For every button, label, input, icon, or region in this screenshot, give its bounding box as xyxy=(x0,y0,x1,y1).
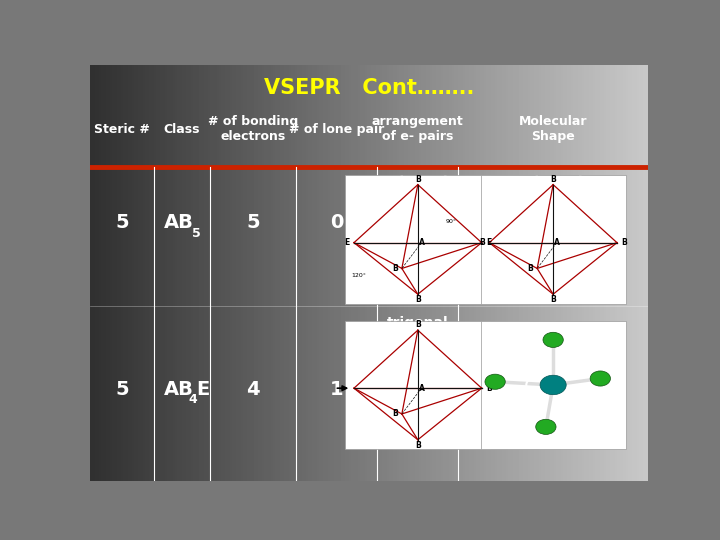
Text: B: B xyxy=(528,264,534,273)
Text: AB: AB xyxy=(164,213,194,232)
Text: 5: 5 xyxy=(192,227,200,240)
Text: B: B xyxy=(550,175,556,184)
Text: AB: AB xyxy=(163,380,194,399)
Circle shape xyxy=(543,332,563,347)
Text: B: B xyxy=(621,238,627,247)
Text: B: B xyxy=(480,238,485,247)
Text: B: B xyxy=(415,320,420,329)
Text: Molecular
Shape: Molecular Shape xyxy=(519,115,588,143)
Text: trigonal
bipyramidal: trigonal bipyramidal xyxy=(372,175,464,205)
Text: B: B xyxy=(392,409,398,418)
Circle shape xyxy=(536,419,556,434)
Text: 4: 4 xyxy=(189,393,197,406)
Text: VSEPR   Cont……..: VSEPR Cont…….. xyxy=(264,78,474,98)
Text: trigonal
bipyramidal: trigonal bipyramidal xyxy=(507,175,600,205)
Text: E: E xyxy=(344,238,349,247)
Text: # of bonding
electrons: # of bonding electrons xyxy=(208,115,298,143)
Circle shape xyxy=(485,374,505,389)
Bar xyxy=(481,321,626,449)
Text: 120°: 120° xyxy=(351,273,366,278)
Text: 5: 5 xyxy=(115,380,129,399)
Text: 5: 5 xyxy=(246,213,260,232)
Text: # of lone pair: # of lone pair xyxy=(289,123,384,136)
Text: Steric #: Steric # xyxy=(94,123,150,136)
Text: See- saw: See- saw xyxy=(515,331,592,346)
Text: 4: 4 xyxy=(246,380,260,399)
Text: B: B xyxy=(392,264,398,273)
Text: B: B xyxy=(415,175,420,184)
Text: Class: Class xyxy=(164,123,200,136)
Text: E: E xyxy=(197,380,210,399)
Circle shape xyxy=(590,371,611,386)
Text: B: B xyxy=(550,295,556,304)
Text: B: B xyxy=(415,441,420,450)
Circle shape xyxy=(540,375,566,395)
Text: A: A xyxy=(418,384,424,393)
Text: A: A xyxy=(418,238,424,247)
Text: 5: 5 xyxy=(115,213,129,232)
Bar xyxy=(346,321,490,449)
Text: trigonal
bipyramidal: trigonal bipyramidal xyxy=(372,316,464,347)
Bar xyxy=(481,175,626,304)
Text: E: E xyxy=(486,238,492,247)
Text: 1: 1 xyxy=(330,380,343,399)
Text: B: B xyxy=(486,384,492,393)
Text: 0: 0 xyxy=(330,213,343,232)
Text: A: A xyxy=(554,238,559,247)
Text: arrangement
of e- pairs: arrangement of e- pairs xyxy=(372,115,464,143)
Text: B: B xyxy=(415,295,420,304)
Text: 90°: 90° xyxy=(446,219,456,224)
Bar xyxy=(346,175,490,304)
